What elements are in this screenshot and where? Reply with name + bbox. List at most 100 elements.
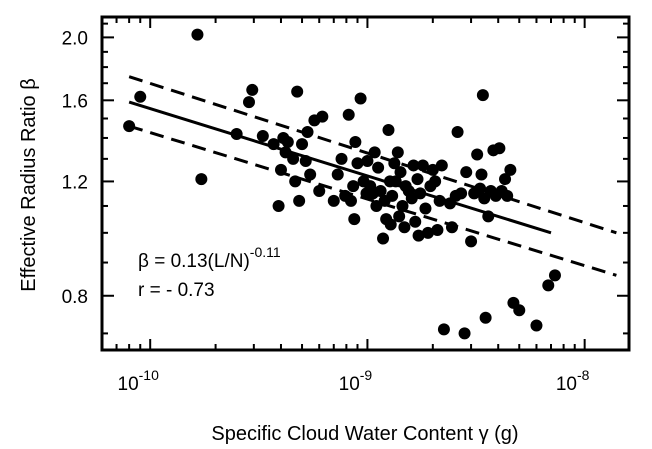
data-point: [388, 157, 401, 170]
data-point: [230, 127, 243, 140]
data-point: [331, 168, 344, 181]
data-point: [304, 168, 317, 181]
data-point: [361, 155, 374, 168]
data-point: [256, 129, 269, 142]
y-tick-label: 1.6: [62, 91, 88, 112]
data-point: [274, 163, 287, 176]
data-point: [382, 124, 395, 137]
data-point: [386, 189, 399, 202]
data-point: [451, 125, 464, 138]
data-point: [384, 218, 397, 231]
data-point: [374, 184, 387, 197]
correlation-annotation: r = - 0.73: [138, 280, 215, 301]
x-tick-label: 10-9: [339, 367, 373, 395]
equation-main: β = 0.13(L/N): [138, 251, 250, 272]
data-point: [351, 157, 364, 170]
data-point: [493, 142, 506, 155]
data-point: [416, 159, 429, 172]
data-point: [421, 226, 434, 239]
data-point: [344, 194, 357, 207]
data-point: [419, 202, 432, 215]
data-point: [281, 136, 294, 149]
data-point: [391, 146, 404, 159]
data-point: [335, 152, 348, 165]
data-point: [458, 327, 471, 340]
data-point: [394, 166, 407, 179]
data-point: [411, 173, 424, 186]
data-point: [475, 168, 488, 181]
data-point: [389, 175, 402, 188]
data-point: [414, 187, 427, 200]
data-point: [407, 159, 420, 172]
data-point: [471, 148, 484, 161]
data-point: [513, 304, 526, 317]
data-point: [296, 138, 309, 151]
data-point: [476, 89, 489, 102]
data-point: [301, 125, 314, 138]
x-tick-label: 10-10: [118, 367, 160, 395]
data-point: [123, 120, 136, 133]
confidence-lower-line: [128, 124, 617, 277]
data-point: [455, 187, 468, 200]
data-point: [372, 161, 385, 174]
data-point: [542, 279, 555, 292]
data-point: [412, 229, 425, 242]
data-point: [368, 146, 381, 159]
data-point: [479, 311, 492, 324]
data-point: [267, 138, 280, 151]
tick-labels: 0.8 1.2 1.6 2.0 10-10 10-9 10-8: [62, 28, 590, 395]
x-tick-label: 10-8: [556, 367, 590, 395]
data-point: [499, 173, 512, 186]
data-point: [246, 83, 259, 96]
data-point: [354, 92, 367, 105]
y-tick-label: 0.8: [62, 287, 88, 308]
data-point: [465, 235, 478, 248]
data-point: [287, 152, 300, 165]
y-tick-label: 2.0: [62, 28, 88, 49]
data-point: [437, 323, 450, 336]
data-point: [291, 85, 304, 98]
regression-line: [128, 100, 552, 235]
data-points: [123, 28, 561, 340]
data-point: [327, 194, 340, 207]
plot-frame: [100, 15, 631, 352]
data-point: [393, 210, 406, 223]
data-point: [445, 221, 458, 234]
data-point: [530, 319, 543, 332]
data-point: [191, 28, 204, 41]
data-point: [293, 194, 306, 207]
equation-exponent: -0.11: [250, 244, 281, 260]
data-point: [347, 180, 360, 193]
data-point: [396, 199, 409, 212]
data-point: [460, 166, 473, 179]
data-point: [426, 163, 439, 176]
data-point: [501, 189, 514, 202]
data-point: [349, 136, 362, 149]
data-point: [313, 184, 326, 197]
data-point: [134, 90, 147, 103]
data-point: [342, 108, 355, 121]
data-point: [474, 182, 487, 195]
data-point: [195, 173, 208, 186]
data-point: [433, 194, 446, 207]
data-point: [435, 159, 448, 172]
data-point: [398, 221, 411, 234]
data-point: [377, 232, 390, 245]
equation-annotation: β = 0.13(L/N)-0.11: [138, 244, 281, 272]
data-point: [299, 155, 312, 168]
x-axis-label: Specific Cloud Water Content γ (g): [211, 423, 518, 445]
data-point: [429, 175, 442, 188]
y-axis-label: Effective Radius Ratio β: [18, 78, 40, 291]
y-tick-label: 1.2: [62, 172, 88, 193]
data-point: [316, 110, 329, 123]
data-point: [409, 215, 422, 228]
data-point: [504, 163, 517, 176]
data-point: [289, 175, 302, 188]
data-point: [548, 269, 561, 282]
data-point: [348, 213, 361, 226]
data-point: [243, 96, 256, 109]
data-point: [482, 210, 495, 223]
data-point: [272, 199, 285, 212]
data-point: [431, 224, 444, 237]
